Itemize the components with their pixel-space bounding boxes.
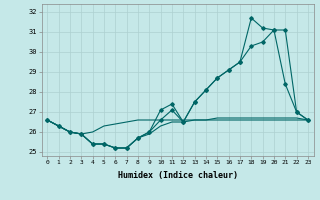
X-axis label: Humidex (Indice chaleur): Humidex (Indice chaleur) xyxy=(118,171,237,180)
